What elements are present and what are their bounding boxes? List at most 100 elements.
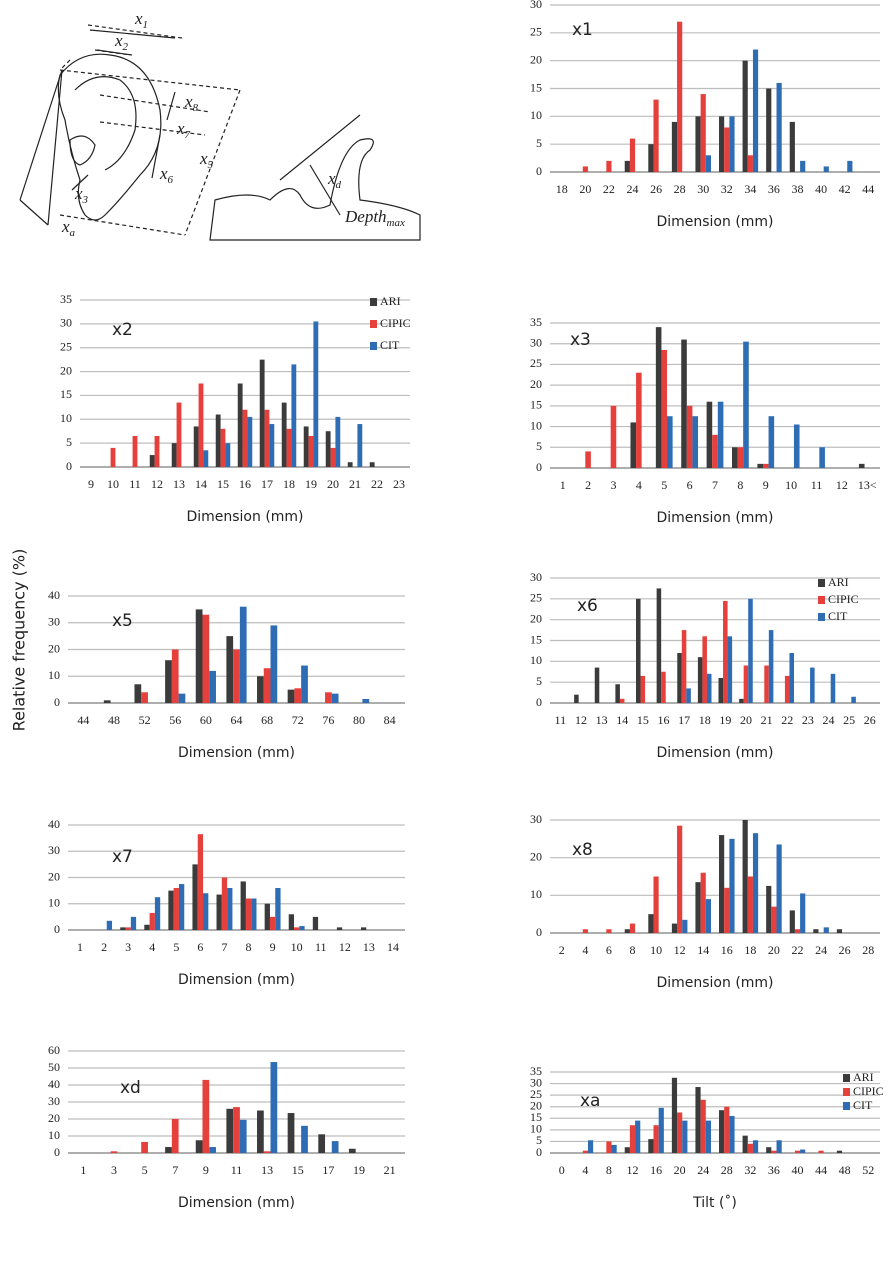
bar	[150, 455, 155, 467]
x-tick-label: 1	[77, 940, 83, 954]
bar	[635, 1121, 640, 1153]
x-tick-label: 28	[721, 1163, 733, 1177]
bar	[179, 694, 186, 703]
bar	[574, 695, 579, 703]
x-tick-label: 23	[393, 477, 405, 491]
bar	[648, 1139, 653, 1153]
bar	[111, 448, 116, 467]
bar	[251, 899, 256, 931]
bar	[766, 1147, 771, 1153]
bar	[104, 700, 111, 703]
x-tick-label: 16	[239, 477, 251, 491]
x-tick-label: 20	[674, 1163, 686, 1177]
bar	[777, 1140, 782, 1153]
label-sub: d	[336, 179, 342, 191]
x-tick-label: 8	[606, 1163, 612, 1177]
bar	[753, 833, 758, 933]
x-tick-label: 20	[740, 713, 752, 727]
bar	[271, 625, 278, 703]
bar	[724, 1107, 729, 1153]
bar	[677, 653, 682, 703]
bar	[192, 864, 197, 930]
bar	[294, 927, 299, 930]
x-tick-label: 36	[768, 1163, 780, 1177]
x-tick-label: 5	[173, 940, 179, 954]
x-tick-label: 22	[603, 182, 615, 196]
x-tick-label: 11	[231, 1163, 243, 1177]
bar	[165, 1147, 172, 1153]
bar	[701, 94, 706, 172]
bar	[810, 668, 815, 703]
y-tick-label: 50	[48, 1060, 60, 1074]
bar	[294, 688, 301, 703]
x-tick-label: 18	[283, 477, 295, 491]
y-tick-label: 30	[530, 335, 542, 349]
x-tick-label: 14	[195, 477, 207, 491]
y-tick-label: 15	[530, 80, 542, 94]
bar	[196, 1140, 203, 1153]
ear-concha	[70, 136, 95, 165]
bar	[648, 914, 653, 933]
bar	[198, 834, 203, 930]
ear-helix	[75, 77, 136, 170]
bar	[134, 684, 141, 703]
bar	[150, 913, 155, 930]
legend-swatch	[818, 596, 825, 604]
bar	[264, 668, 271, 703]
bar	[370, 462, 375, 467]
bar	[739, 699, 744, 703]
y-tick-label: 0	[54, 1145, 60, 1159]
x-tick-label: 15	[637, 713, 649, 727]
bar	[702, 636, 707, 703]
x-tick-label: 22	[781, 713, 793, 727]
x-tick-label: 6	[606, 943, 612, 957]
y-tick-label: 10	[530, 887, 542, 901]
bar	[743, 342, 749, 468]
bar	[777, 83, 782, 172]
bar	[719, 116, 724, 172]
diagram-label: x8	[184, 92, 199, 114]
bar	[824, 927, 829, 933]
bar	[606, 161, 611, 172]
x-tick-label: 2	[585, 478, 591, 492]
y-tick-label: 5	[536, 136, 542, 150]
x-tick-label: 9	[270, 940, 276, 954]
panel-label: x8	[572, 840, 593, 860]
bar	[332, 1141, 339, 1153]
x-tick-label: 80	[353, 713, 365, 727]
bar	[692, 416, 698, 468]
bar	[630, 139, 635, 172]
bar	[126, 927, 131, 930]
bar	[837, 929, 842, 933]
x-axis-label: Dimension (mm)	[178, 1195, 295, 1211]
x-axis-label: Dimension (mm)	[656, 214, 773, 230]
x-tick-label: 10	[107, 477, 119, 491]
bar	[682, 630, 687, 703]
bar	[661, 350, 667, 468]
bar	[288, 690, 295, 703]
x-tick-label: 26	[864, 713, 876, 727]
bar	[202, 615, 209, 703]
x-tick-label: 3	[111, 1163, 117, 1177]
bar	[348, 462, 353, 467]
bar	[672, 1078, 677, 1153]
bar	[630, 924, 635, 933]
legend-label: CIT	[380, 338, 400, 352]
bar	[361, 927, 366, 930]
bar	[264, 1151, 271, 1153]
chart: 0102030246810121416182022242628x8Dimensi…	[530, 812, 880, 991]
bar	[677, 826, 682, 933]
bar	[331, 448, 336, 467]
y-tick-label: 25	[60, 339, 72, 353]
x-tick-label: 19	[353, 1163, 365, 1177]
bar	[769, 416, 775, 468]
bar	[221, 429, 226, 467]
bar	[657, 588, 662, 703]
x-tick-label: 40	[815, 182, 827, 196]
diagram-label: x1	[134, 9, 148, 31]
y-tick-label: 35	[530, 315, 542, 329]
legend-swatch	[843, 1102, 850, 1110]
bar	[753, 50, 758, 172]
x-tick-label: 14	[697, 943, 709, 957]
